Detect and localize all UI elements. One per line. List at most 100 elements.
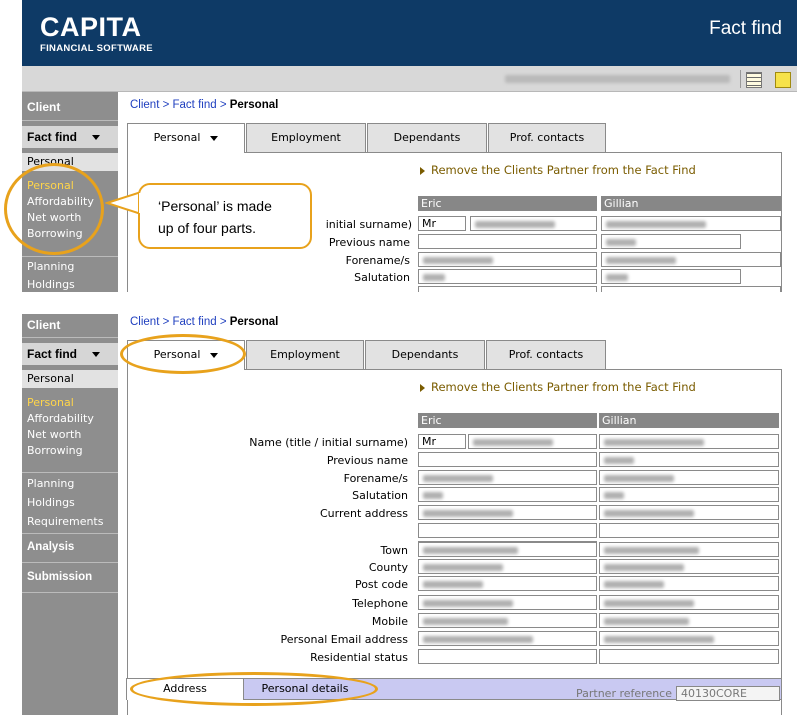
- previous-name-input-eric[interactable]: [418, 234, 597, 249]
- view-divider: [0, 292, 797, 314]
- sidebar-item-client[interactable]: Client: [22, 316, 118, 334]
- title-select-eric[interactable]: Mr: [418, 434, 466, 449]
- salutation-input-eric[interactable]: [418, 487, 597, 502]
- address-line2-input-eric[interactable]: [418, 523, 597, 538]
- salutation-input-eric[interactable]: [418, 269, 597, 284]
- arrow-right-icon: [420, 166, 425, 175]
- field-label-county: County: [368, 561, 408, 574]
- field-label-town: Town: [380, 544, 408, 557]
- post-code-input-gillian[interactable]: [599, 576, 779, 591]
- sidebar-item-submission[interactable]: Submission: [22, 568, 118, 586]
- address-line1-input-eric[interactable]: [418, 505, 597, 520]
- field-label-mobile: Mobile: [371, 615, 408, 628]
- forenames-input-gillian[interactable]: [601, 252, 781, 267]
- sidebar-item-fact-find[interactable]: Fact find: [22, 343, 118, 365]
- salutation-input-gillian[interactable]: [601, 269, 741, 284]
- previous-name-input-gillian[interactable]: [599, 452, 779, 467]
- sidebar-item-analysis[interactable]: Analysis: [22, 538, 118, 556]
- sidebar-item-fact-find[interactable]: Fact find: [22, 126, 118, 148]
- field-label-salutation: Salutation: [352, 489, 408, 502]
- email-input-eric[interactable]: [418, 631, 597, 646]
- sidebar-link-personal[interactable]: Personal: [27, 396, 74, 409]
- county-input-eric[interactable]: [418, 559, 597, 574]
- county-input-gillian[interactable]: [599, 559, 779, 574]
- sidebar-divider: [22, 337, 118, 338]
- forenames-input-eric[interactable]: [418, 470, 597, 485]
- sidebar-divider: [22, 533, 118, 534]
- highlight-ellipse-sub-tabs: [130, 672, 378, 706]
- address-input-gillian-partial[interactable]: [601, 286, 781, 292]
- chevron-down-icon: [92, 135, 101, 141]
- column-header-gillian: Gillian: [599, 413, 779, 428]
- app-header: [22, 0, 797, 66]
- mobile-input-gillian[interactable]: [599, 613, 779, 628]
- tab-dependants[interactable]: Dependants: [367, 123, 487, 153]
- title-select-eric[interactable]: Mr: [418, 216, 466, 231]
- remove-partner-label: Remove the Clients Partner from the Fact…: [431, 380, 696, 394]
- address-line3-input-eric[interactable]: [418, 541, 597, 542]
- residential-status-select-eric[interactable]: [418, 649, 597, 664]
- sidebar-item-fact-find-label: Fact find: [27, 130, 77, 144]
- tab-employment[interactable]: Employment: [246, 123, 366, 153]
- highlight-ellipse-personal-tab: [120, 334, 246, 374]
- field-label-name: initial surname): [325, 218, 412, 231]
- name-input-gillian[interactable]: [601, 216, 781, 231]
- field-label-forenames: Forename/s: [345, 254, 410, 267]
- breadcrumb-client[interactable]: Client: [130, 316, 160, 328]
- chevron-down-icon: [210, 135, 219, 141]
- telephone-input-gillian[interactable]: [599, 595, 779, 610]
- forenames-input-gillian[interactable]: [599, 470, 779, 485]
- field-label-previous-name: Previous name: [328, 236, 410, 249]
- sidebar-link-affordability[interactable]: Affordability: [27, 412, 94, 425]
- page-header-title: Fact find: [709, 18, 782, 39]
- name-input-gillian[interactable]: [599, 434, 779, 449]
- sidebar-subheader-personal[interactable]: Personal: [22, 370, 118, 388]
- sidebar-item-planning[interactable]: Planning: [27, 260, 75, 273]
- highlight-ellipse-personal-links: [4, 163, 104, 255]
- telephone-input-eric[interactable]: [418, 595, 597, 610]
- surname-input-eric[interactable]: [468, 434, 597, 449]
- town-input-eric[interactable]: [418, 542, 597, 557]
- breadcrumb-current: Personal: [229, 316, 279, 328]
- sidebar-item-client[interactable]: Client: [22, 98, 118, 116]
- tab-prof-contacts[interactable]: Prof. contacts: [488, 123, 606, 153]
- previous-name-input-eric[interactable]: [418, 452, 597, 467]
- town-input-gillian[interactable]: [599, 542, 779, 557]
- sidebar-link-borrowing[interactable]: Borrowing: [27, 444, 83, 457]
- salutation-input-gillian[interactable]: [599, 487, 779, 502]
- breadcrumb-fact-find[interactable]: Fact find: [172, 316, 217, 328]
- field-label-previous-name: Previous name: [326, 454, 408, 467]
- grid-icon[interactable]: [746, 72, 762, 88]
- brand-logo-subtitle: FINANCIAL SOFTWARE: [40, 43, 153, 54]
- tab-personal-label: Personal: [153, 131, 201, 144]
- mobile-input-eric[interactable]: [418, 613, 597, 628]
- email-input-gillian[interactable]: [599, 631, 779, 646]
- tab-prof-contacts[interactable]: Prof. contacts: [486, 340, 606, 370]
- note-icon[interactable]: [775, 72, 791, 88]
- field-label-forenames: Forename/s: [343, 472, 408, 485]
- sidebar-divider: [22, 562, 118, 563]
- sidebar-item-planning[interactable]: Planning: [27, 477, 75, 490]
- sidebar-item-holdings[interactable]: Holdings: [27, 496, 75, 509]
- tab-dependants[interactable]: Dependants: [365, 340, 485, 370]
- address-line1-input-gillian[interactable]: [599, 505, 779, 520]
- partner-reference-input[interactable]: 40130CORE: [676, 686, 780, 701]
- post-code-input-eric[interactable]: [418, 576, 597, 591]
- breadcrumb-client[interactable]: Client: [130, 99, 160, 111]
- chevron-down-icon: [92, 352, 101, 358]
- tab-employment[interactable]: Employment: [246, 340, 364, 370]
- remove-partner-link[interactable]: Remove the Clients Partner from the Fact…: [420, 163, 696, 177]
- previous-name-input-gillian[interactable]: [601, 234, 741, 249]
- forenames-input-eric[interactable]: [418, 252, 597, 267]
- remove-partner-link[interactable]: Remove the Clients Partner from the Fact…: [420, 380, 696, 394]
- tab-personal[interactable]: Personal: [127, 123, 245, 153]
- address-line2-input-gillian[interactable]: [599, 523, 779, 538]
- address-input-eric-partial[interactable]: [418, 286, 597, 292]
- surname-input-eric[interactable]: [470, 216, 597, 231]
- sidebar-item-requirements[interactable]: Requirements: [27, 515, 104, 528]
- breadcrumb-fact-find[interactable]: Fact find: [172, 99, 217, 111]
- breadcrumb: Client > Fact find > Personal: [130, 99, 278, 111]
- residential-status-select-gillian[interactable]: [599, 649, 779, 664]
- sidebar-link-net-worth[interactable]: Net worth: [27, 428, 82, 441]
- sidebar-item-holdings[interactable]: Holdings: [27, 278, 75, 291]
